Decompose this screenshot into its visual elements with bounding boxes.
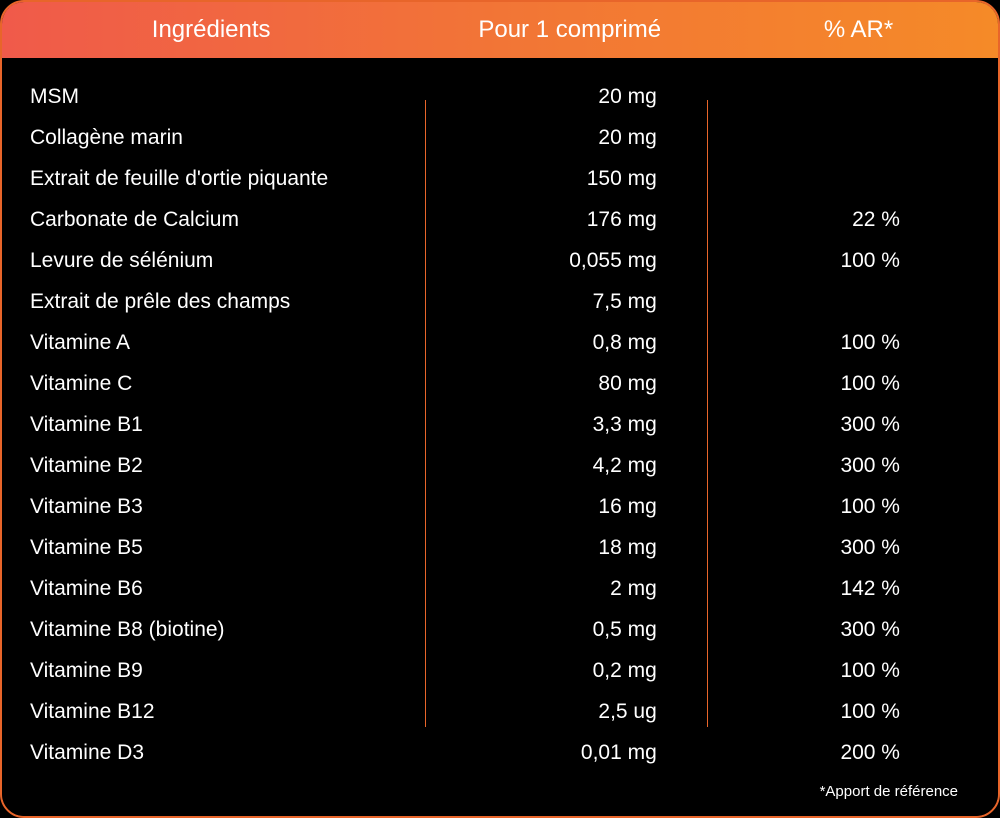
cell-amount: 80 mg [425,372,707,396]
table-row: Extrait de prêle des champs7,5 mg [30,281,970,322]
cell-amount: 0,5 mg [425,618,707,642]
cell-amount: 2,5 ug [425,700,707,724]
table-row: Vitamine B13,3 mg300 % [30,404,970,445]
cell-ar: 100 % [707,331,970,355]
cell-ar: 100 % [707,700,970,724]
footnote: *Apport de référence [30,775,970,806]
cell-ar: 300 % [707,618,970,642]
cell-amount: 7,5 mg [425,290,707,314]
table-row: Vitamine B62 mg142 % [30,568,970,609]
cell-amount: 150 mg [425,167,707,191]
table-row: Extrait de feuille d'ortie piquante150 m… [30,158,970,199]
header-amount: Pour 1 comprimé [420,16,719,44]
cell-ingredient: Vitamine B3 [30,495,425,519]
cell-ingredient: Vitamine D3 [30,741,425,765]
rows-wrapper: MSM20 mgCollagène marin20 mgExtrait de f… [30,76,970,775]
cell-ingredient: MSM [30,85,425,109]
cell-amount: 16 mg [425,495,707,519]
table-row: Collagène marin20 mg [30,117,970,158]
table-row: Vitamine B518 mg300 % [30,527,970,568]
cell-ar: 100 % [707,372,970,396]
cell-ingredient: Vitamine A [30,331,425,355]
cell-amount: 176 mg [425,208,707,232]
cell-ingredient: Carbonate de Calcium [30,208,425,232]
cell-ar: 100 % [707,659,970,683]
table-row: Vitamine C80 mg100 % [30,363,970,404]
cell-ar: 300 % [707,536,970,560]
table-row: Vitamine B122,5 ug100 % [30,691,970,732]
table-row: Vitamine D30,01 mg200 % [30,732,970,773]
cell-amount: 3,3 mg [425,413,707,437]
table-body: MSM20 mgCollagène marin20 mgExtrait de f… [2,58,998,816]
cell-amount: 0,2 mg [425,659,707,683]
table-row: Carbonate de Calcium176 mg22 % [30,199,970,240]
cell-amount: 0,01 mg [425,741,707,765]
cell-ar: 300 % [707,413,970,437]
cell-ingredient: Vitamine B9 [30,659,425,683]
cell-ingredient: Vitamine B5 [30,536,425,560]
table-row: Vitamine B8 (biotine)0,5 mg300 % [30,609,970,650]
cell-amount: 20 mg [425,126,707,150]
cell-ar: 300 % [707,454,970,478]
table-row: MSM20 mg [30,76,970,117]
table-header-row: Ingrédients Pour 1 comprimé % AR* [2,2,998,58]
table-row: Vitamine B316 mg100 % [30,486,970,527]
cell-ingredient: Levure de sélénium [30,249,425,273]
cell-ingredient: Vitamine B12 [30,700,425,724]
cell-amount: 4,2 mg [425,454,707,478]
cell-amount: 2 mg [425,577,707,601]
header-ar: % AR* [719,16,998,44]
cell-ingredient: Vitamine B2 [30,454,425,478]
cell-amount: 18 mg [425,536,707,560]
cell-amount: 0,8 mg [425,331,707,355]
table-row: Levure de sélénium0,055 mg100 % [30,240,970,281]
cell-ingredient: Vitamine C [30,372,425,396]
cell-ingredient: Vitamine B8 (biotine) [30,618,425,642]
cell-ingredient: Vitamine B1 [30,413,425,437]
cell-amount: 0,055 mg [425,249,707,273]
header-ingredients: Ingrédients [2,16,420,44]
cell-ar: 200 % [707,741,970,765]
cell-ingredient: Extrait de prêle des champs [30,290,425,314]
table-row: Vitamine A0,8 mg100 % [30,322,970,363]
cell-ar: 100 % [707,495,970,519]
cell-amount: 20 mg [425,85,707,109]
nutrition-table: Ingrédients Pour 1 comprimé % AR* MSM20 … [0,0,1000,818]
cell-ingredient: Collagène marin [30,126,425,150]
table-row: Vitamine B90,2 mg100 % [30,650,970,691]
cell-ar: 100 % [707,249,970,273]
cell-ingredient: Extrait de feuille d'ortie piquante [30,167,425,191]
table-row: Vitamine B24,2 mg300 % [30,445,970,486]
cell-ingredient: Vitamine B6 [30,577,425,601]
cell-ar: 142 % [707,577,970,601]
cell-ar: 22 % [707,208,970,232]
